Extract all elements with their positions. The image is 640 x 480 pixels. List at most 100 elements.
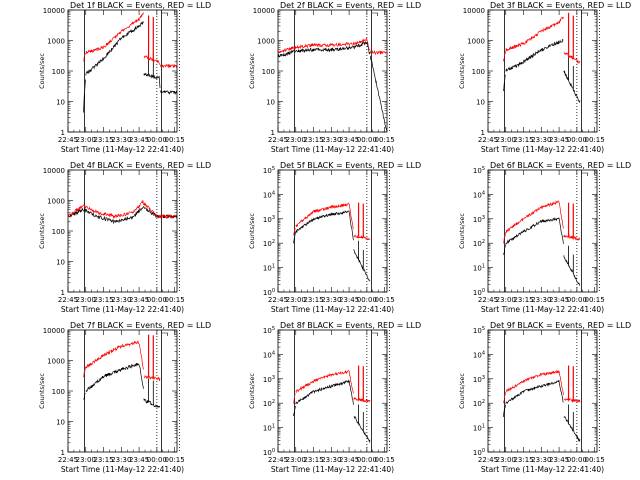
x-tick-label: 00:00 — [567, 296, 587, 304]
chart-panel-9: Det 9f BLACK = Events, RED = LLD 100 101 10… — [458, 321, 631, 474]
panel-title: Det 9f BLACK = Events, RED = LLD — [490, 321, 631, 330]
y-tick-label: 1000 — [47, 358, 65, 366]
series-line-events — [505, 217, 564, 245]
y-tick-label: 1000 — [47, 38, 65, 46]
x-tick-label: 23:15 — [93, 296, 113, 304]
x-tick-label: 22:45 — [58, 296, 78, 304]
plot-frame — [277, 329, 388, 453]
marker-flag — [581, 172, 588, 176]
x-tick-label: 00:00 — [147, 136, 167, 144]
x-tick-label: 00:15 — [375, 456, 395, 464]
x-tick-label: 23:15 — [303, 296, 323, 304]
series-line-events — [295, 379, 354, 405]
y-tick-label: 100 — [473, 288, 485, 297]
y-tick-label: 100 — [263, 448, 275, 457]
x-tick-label: 23:00 — [286, 456, 306, 464]
y-tick-label: 100 — [472, 68, 485, 76]
x-tick-label: 23:45 — [339, 296, 359, 304]
y-axis-label: Counts/sec — [248, 373, 256, 409]
y-tick-label: 10000 — [253, 7, 275, 15]
y-axis-label: Counts/sec — [248, 213, 256, 249]
series-line-events — [563, 416, 581, 442]
series-line-lld — [143, 374, 161, 382]
y-tick-label: 105 — [473, 326, 485, 335]
series-line-lld — [563, 234, 581, 241]
chart-panel-3: Det 3f BLACK = Events, RED = LLD 1 10 100 10… — [458, 1, 631, 154]
plot-frame — [487, 329, 598, 453]
y-tick-label: 103 — [473, 215, 485, 224]
series-line-lld — [67, 199, 177, 220]
x-tick-label: 23:00 — [76, 456, 96, 464]
panel-title: Det 7f BLACK = Events, RED = LLD — [70, 321, 211, 330]
panel-title: Det 1f BLACK = Events, RED = LLD — [70, 1, 211, 10]
series-line-events — [370, 55, 388, 132]
series-line-events — [505, 38, 564, 72]
x-tick-label: 23:00 — [496, 136, 516, 144]
x-tick-label: 00:00 — [147, 456, 167, 464]
x-axis-label: Start Time (11-May-12 22:41:40) — [481, 465, 604, 474]
x-tick-label: 23:00 — [286, 136, 306, 144]
y-tick-label: 1000 — [257, 38, 275, 46]
y-tick-label: 1 — [61, 449, 65, 457]
panel-title: Det 3f BLACK = Events, RED = LLD — [490, 1, 631, 10]
y-tick-label: 105 — [263, 166, 275, 175]
marker-flag — [161, 12, 168, 16]
y-tick-label: 10 — [56, 259, 65, 267]
x-axis-label: Start Time (11-May-12 22:41:40) — [271, 465, 394, 474]
x-tick-label: 22:45 — [268, 456, 288, 464]
y-tick-label: 1 — [61, 289, 65, 297]
series-line-lld — [505, 199, 564, 234]
y-tick-label: 100 — [52, 228, 65, 236]
series-line-lld — [503, 392, 506, 404]
x-tick-label: 00:15 — [165, 296, 185, 304]
x-tick-label: 23:30 — [531, 456, 551, 464]
x-tick-label: 23:00 — [286, 296, 306, 304]
series-line-lld — [85, 340, 144, 370]
series-line-lld — [83, 53, 86, 62]
series-line-lld — [353, 396, 371, 403]
y-axis-label: Counts/sec — [458, 213, 466, 249]
series-line-events — [294, 40, 371, 55]
x-tick-label: 22:45 — [58, 136, 78, 144]
series-line-events — [563, 255, 581, 286]
y-axis-label: Counts/sec — [458, 373, 466, 409]
x-tick-label: 23:30 — [111, 136, 131, 144]
series-line-events — [505, 379, 564, 404]
x-tick-label: 00:00 — [567, 136, 587, 144]
y-tick-label: 1 — [61, 129, 65, 137]
panel-title: Det 6f BLACK = Events, RED = LLD — [490, 161, 631, 170]
x-tick-label: 00:00 — [567, 456, 587, 464]
series-line-events — [503, 404, 506, 418]
series-line-events — [143, 72, 161, 89]
y-tick-label: 100 — [473, 448, 485, 457]
x-tick-label: 22:45 — [478, 136, 498, 144]
series-line-events — [293, 231, 296, 244]
y-axis-label: Counts/sec — [248, 53, 256, 89]
y-tick-label: 102 — [263, 239, 275, 248]
x-axis-label: Start Time (11-May-12 22:41:40) — [61, 145, 184, 154]
y-tick-label: 102 — [473, 239, 485, 248]
y-tick-label: 100 — [52, 388, 65, 396]
y-tick-label: 100 — [52, 68, 65, 76]
x-tick-label: 23:30 — [111, 456, 131, 464]
marker-flag — [371, 332, 378, 336]
y-tick-label: 100 — [263, 288, 275, 297]
x-tick-label: 23:45 — [339, 136, 359, 144]
series-line-events — [293, 405, 296, 416]
y-tick-label: 1 — [481, 129, 485, 137]
series-line-lld — [295, 369, 354, 394]
series-line-events — [67, 206, 177, 225]
y-tick-label: 104 — [473, 190, 485, 199]
x-tick-label: 23:00 — [496, 296, 516, 304]
x-axis-label: Start Time (11-May-12 22:41:40) — [481, 145, 604, 154]
y-tick-label: 10 — [56, 99, 65, 107]
x-tick-label: 23:15 — [513, 456, 533, 464]
series-line-lld — [293, 228, 296, 236]
x-tick-label: 23:45 — [549, 456, 569, 464]
plot-frame — [487, 169, 598, 293]
series-line-events — [503, 244, 506, 255]
series-line-events — [160, 89, 178, 96]
series-line-lld — [160, 63, 178, 69]
y-tick-label: 10000 — [43, 167, 65, 175]
x-tick-label: 23:45 — [129, 456, 149, 464]
